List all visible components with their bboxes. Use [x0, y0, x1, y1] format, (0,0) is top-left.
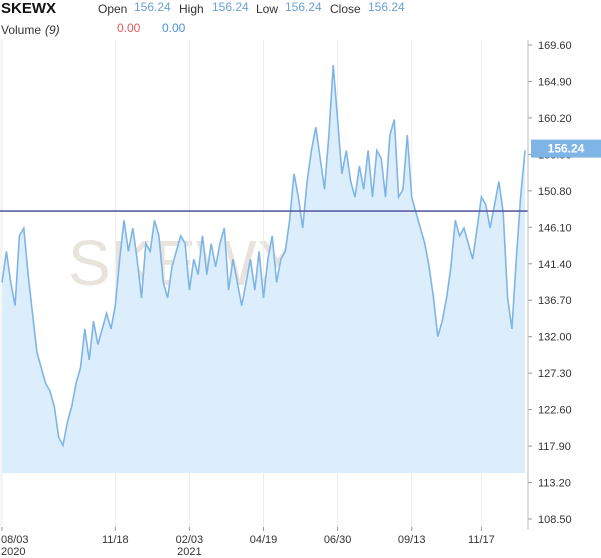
x-tick-year: 2021 — [177, 546, 201, 558]
y-tick-label: 113.20 — [538, 478, 571, 490]
x-tick-label: 02/03 — [176, 534, 204, 546]
high-label: High — [179, 2, 204, 16]
y-tick-label: 108.50 — [538, 514, 572, 526]
x-tick-label: 06/30 — [324, 534, 352, 546]
y-tick-label: 164.90 — [538, 76, 572, 88]
volume-period: (9) — [45, 23, 60, 37]
price-area — [2, 65, 525, 473]
y-tick-label: 117.90 — [538, 441, 571, 453]
chart-legend: SKEWX Open 156.24 High 156.24 Low 156.24… — [0, 0, 601, 40]
low-value: 156.24 — [285, 0, 322, 14]
y-tick-label: 127.30 — [538, 368, 572, 380]
x-tick-label: 11/17 — [468, 534, 495, 546]
close-value: 156.24 — [368, 0, 405, 14]
volume-value-blue: 0.00 — [162, 21, 186, 35]
x-tick-year: 2020 — [1, 546, 25, 558]
low-label: Low — [256, 2, 279, 16]
y-tick-label: 141.40 — [538, 259, 572, 271]
price-line — [1, 65, 526, 448]
y-tick-label: 136.70 — [538, 295, 572, 307]
y-tick-label: 160.20 — [538, 113, 572, 125]
y-tick-label: 122.60 — [538, 405, 572, 417]
last-price-tag: 156.24 — [531, 139, 601, 158]
volume-label: Volume — [1, 23, 42, 37]
y-axis: 169.60164.90160.20155.50150.80146.10141.… — [527, 40, 572, 530]
x-tick-label: 09/13 — [398, 534, 426, 546]
high-value: 156.24 — [212, 0, 249, 14]
y-tick-label: 146.10 — [538, 222, 572, 234]
y-tick-label: 150.80 — [538, 186, 572, 198]
last-price-value: 156.24 — [548, 142, 585, 156]
last-price-tag-bg — [531, 139, 601, 158]
x-tick-label: 11/18 — [102, 534, 129, 546]
y-tick-label: 169.60 — [538, 40, 572, 52]
open-value: 156.24 — [134, 0, 171, 14]
y-tick-label: 132.00 — [538, 332, 572, 344]
symbol-label: SKEWX — [1, 0, 57, 17]
volume-value-red: 0.00 — [117, 21, 141, 35]
close-label: Close — [330, 2, 361, 16]
x-tick-label: 08/03 — [1, 534, 29, 546]
open-label: Open — [98, 2, 128, 16]
x-tick-label: 04/19 — [250, 534, 278, 546]
